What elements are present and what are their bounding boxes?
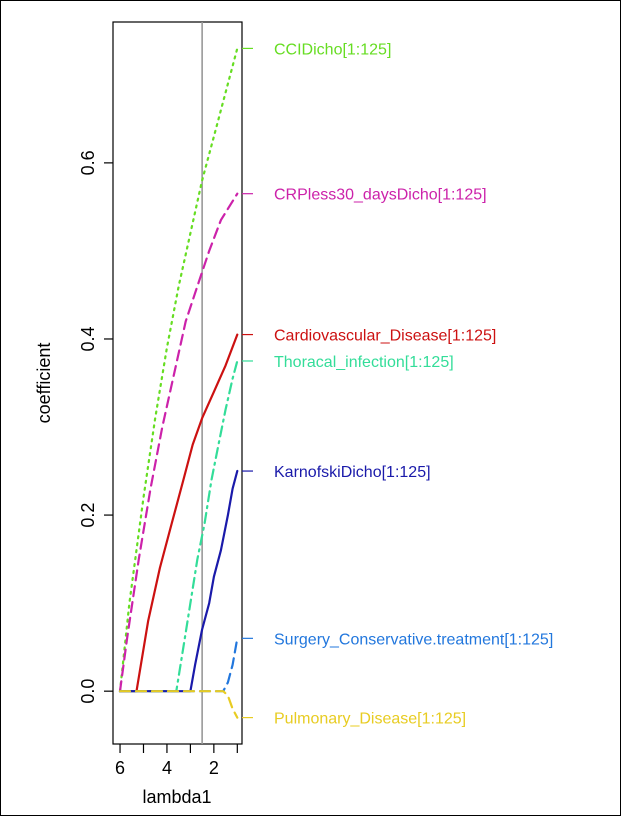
y-tick-label: 0.6: [78, 150, 98, 175]
series-line-6: [118, 690, 239, 719]
series-line-2: [118, 333, 239, 693]
x-tick-label: 4: [162, 758, 172, 778]
y-axis-title: coefficient: [34, 343, 54, 424]
axes-layer: 0.0 0.2 0.4 0.6 6 4 2: [78, 22, 238, 778]
series-line-0: [118, 47, 239, 693]
series-lines-layer: [118, 47, 239, 719]
y-tick-label: 0.2: [78, 503, 98, 528]
x-axis-title: lambda1: [142, 787, 211, 807]
series-label: KarnofskiDicho[1:125]: [274, 464, 431, 481]
series-line-1: [118, 192, 239, 693]
plot-area-border: [112, 21, 243, 745]
series-label: CCIDicho[1:125]: [274, 41, 391, 58]
x-tick-label: 6: [115, 758, 125, 778]
series-label: CRPless30_daysDicho[1:125]: [274, 187, 487, 204]
series-label: Pulmonary_Disease[1:125]: [274, 711, 466, 728]
series-label: Cardiovascular_Disease[1:125]: [274, 328, 496, 345]
y-tick-label: 0.4: [78, 326, 98, 351]
y-tick-label: 0.0: [78, 679, 98, 704]
series-label: Surgery_Conservative.treatment[1:125]: [274, 631, 553, 648]
x-tick-label: 2: [209, 758, 219, 778]
series-line-3: [118, 359, 239, 693]
series-labels-layer: CCIDicho[1:125] CRPless30_daysDicho[1:125…: [242, 41, 553, 728]
series-label: Thoracal_infection[1:125]: [274, 354, 454, 371]
series-line-4: [118, 469, 239, 693]
